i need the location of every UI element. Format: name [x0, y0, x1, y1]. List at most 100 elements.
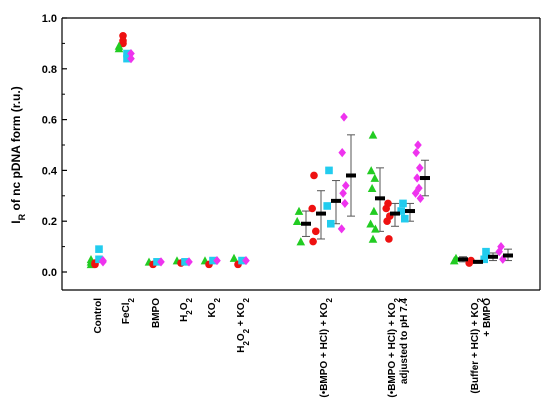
category-label-part: Control [93, 298, 104, 334]
category-label-part: H [236, 346, 247, 353]
mean-marker [420, 176, 430, 181]
category-label-part: 2 [476, 297, 485, 302]
data-point-circle [312, 227, 320, 236]
data-point-diamond [340, 112, 348, 122]
data-point-diamond [412, 148, 420, 158]
category-label-part: + KO [236, 302, 247, 329]
data-point-square [480, 255, 488, 264]
data-points [86, 31, 507, 269]
data-point-circle [385, 235, 393, 243]
data-point-triangle [292, 216, 302, 225]
category-label: + BMPO [482, 298, 493, 337]
data-point-square [238, 256, 246, 265]
data-point-diamond [411, 188, 420, 198]
category-label-part: 2 [242, 328, 251, 333]
data-point-triangle [368, 130, 378, 139]
mean-marker [473, 259, 483, 264]
category-label-part: 2 [127, 297, 136, 302]
data-point-triangle [114, 44, 124, 53]
data-point-square [323, 202, 331, 210]
y-ticks: 0.0 0.2 0.4 0.6 0.8 1.0 [42, 13, 67, 279]
data-point-square [482, 247, 490, 256]
data-point-triangle [370, 173, 380, 182]
data-point-diamond [499, 254, 507, 264]
data-point-triangle [369, 206, 379, 215]
data-point-triangle [294, 206, 304, 215]
data-point-square [153, 258, 161, 266]
data-point-circle [382, 204, 391, 213]
mean-marker [331, 198, 341, 203]
data-point-square [325, 166, 333, 175]
y-tick-label: 0.0 [42, 267, 57, 279]
category-label-part: adjusted to pH 7.4 [399, 298, 410, 385]
mean-marker [375, 196, 385, 201]
data-point-triangle [229, 253, 239, 262]
mean-markers [301, 173, 513, 264]
data-point-square [123, 54, 131, 63]
category-label-part: (Buffer + HCl) + KO [470, 302, 481, 393]
data-point-triangle [366, 219, 375, 228]
category-label: (•BMPO + HCl) + KO2 [319, 297, 334, 397]
category-label: H2O2 [179, 297, 194, 321]
data-point-diamond [414, 140, 422, 150]
data-point-diamond [416, 193, 425, 203]
data-point-square [181, 258, 189, 266]
category-label-part: 2 [213, 297, 222, 302]
category-label: (Buffer + HCl) + KO2 [470, 297, 485, 393]
category-label-part: O [179, 302, 190, 310]
mean-marker [316, 211, 326, 216]
category-label-part: FeCl [121, 302, 132, 324]
data-point-diamond [495, 247, 503, 257]
data-point-square [209, 256, 217, 265]
category-label: adjusted to pH 7.4 [399, 298, 410, 385]
data-point-square [95, 255, 103, 264]
y-axis-title: IR of nc pDNA form (r.u.) [9, 86, 27, 223]
mean-marker [488, 254, 498, 259]
data-point-square [95, 245, 103, 253]
data-point-square [327, 219, 335, 228]
category-label-part: O [236, 333, 247, 341]
category-label: Control [93, 298, 104, 334]
mean-marker [390, 211, 400, 216]
data-point-diamond [337, 224, 346, 234]
data-point-triangle [368, 234, 378, 243]
category-label-part: 2 [242, 341, 251, 346]
data-point-circle [119, 39, 127, 48]
data-point-square [401, 214, 409, 223]
data-point-diamond [342, 181, 350, 191]
data-point-circle [308, 204, 317, 213]
data-point-diamond [157, 257, 165, 267]
category-label-part: 2 [325, 297, 334, 302]
data-point-triangle [366, 166, 376, 175]
y-axis-title-part: of nc pDNA form (r.u.) [9, 86, 23, 214]
category-label-part: (•BMPO + HCl) + KO [387, 302, 398, 397]
data-point-diamond [213, 255, 221, 266]
category-label-part: H [179, 315, 190, 322]
data-point-circle [383, 217, 391, 225]
data-point-circle [309, 237, 317, 246]
category-label-part: 2 [185, 297, 194, 302]
mean-marker [458, 257, 468, 262]
category-label-part: + BMPO [482, 298, 493, 337]
data-point-diamond [127, 48, 135, 59]
data-point-diamond [99, 255, 107, 266]
category-label-part: BMPO [151, 298, 162, 328]
category-label-part: 2 [185, 310, 194, 315]
data-point-diamond [413, 173, 421, 183]
data-point-diamond [185, 257, 193, 267]
data-point-triangle [371, 224, 380, 233]
y-axis-title-part: R [17, 213, 27, 220]
y-tick-label: 0.4 [42, 165, 58, 177]
category-label: KO2 [207, 297, 222, 317]
data-point-triangle [296, 237, 306, 246]
data-point-square [397, 207, 405, 215]
mean-marker [301, 221, 311, 226]
data-point-diamond [416, 163, 424, 173]
mean-marker [346, 173, 356, 178]
category-label-part: (•BMPO + HCl) + KO [319, 302, 330, 397]
category-label: FeCl2 [121, 297, 136, 324]
category-label: BMPO [151, 298, 162, 328]
y-tick-label: 1.0 [42, 13, 57, 25]
